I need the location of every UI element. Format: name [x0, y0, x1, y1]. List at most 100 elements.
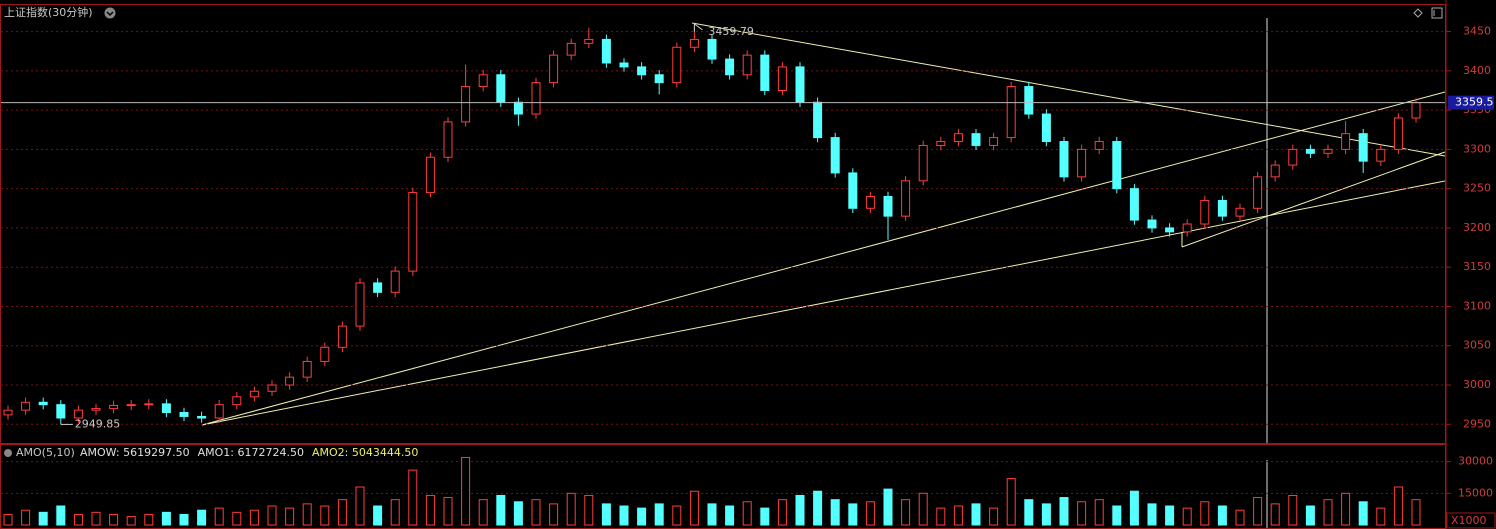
- candle-body: [214, 404, 224, 419]
- volume-bar: [56, 505, 66, 526]
- candle-body: [777, 66, 787, 91]
- volume-bar: [601, 503, 611, 526]
- candle-body: [813, 101, 823, 139]
- volume-bar: [848, 503, 858, 526]
- volume-bar: [355, 486, 365, 526]
- candle-body: [1165, 227, 1175, 233]
- volume-bar: [249, 509, 259, 526]
- volume-bar: [1129, 490, 1139, 526]
- price-label: 3359.5: [1455, 96, 1494, 109]
- candle-body: [1288, 148, 1298, 166]
- volume-bar: [179, 513, 189, 526]
- candle-body: [1077, 148, 1087, 178]
- high-marker: [693, 23, 703, 32]
- candle-body: [707, 38, 717, 60]
- candle-body: [126, 404, 136, 407]
- low-annotation: 2949.85: [75, 417, 121, 430]
- y-tick-label: 3450: [1463, 25, 1491, 38]
- y-tick-label: 3050: [1463, 339, 1491, 352]
- volume-bar: [1253, 497, 1263, 526]
- volume-bar: [830, 499, 840, 526]
- dropdown-arrow: [106, 11, 114, 17]
- y-tick-label: 3400: [1463, 64, 1491, 77]
- y-tick-label: 3100: [1463, 299, 1491, 312]
- volume-bar: [1217, 505, 1227, 526]
- volume-bar: [337, 499, 347, 526]
- candle-body: [830, 137, 840, 174]
- unit-label: X1000: [1451, 514, 1487, 527]
- candle-body: [21, 401, 31, 411]
- volume-bar: [989, 507, 999, 526]
- candle-body: [1024, 86, 1034, 115]
- candle-body: [989, 137, 999, 146]
- volume-bar: [1411, 499, 1421, 526]
- volume-bar: [971, 503, 981, 526]
- candle-body: [3, 409, 13, 416]
- candle-body: [1305, 148, 1315, 154]
- volume-bar: [197, 509, 207, 526]
- volume-bar: [813, 490, 823, 526]
- volume-bar: [566, 492, 576, 526]
- dropdown-icon[interactable]: [104, 7, 116, 19]
- volume-bar: [742, 501, 752, 526]
- y-tick-label: 3200: [1463, 221, 1491, 234]
- candle-body: [1200, 199, 1210, 225]
- candle-body: [689, 38, 699, 48]
- candle-body: [197, 415, 207, 419]
- candle-body: [531, 82, 541, 115]
- candle-body: [742, 54, 752, 76]
- volume-bar: [443, 497, 453, 526]
- candle-body: [1112, 141, 1122, 190]
- volume-bar: [1041, 503, 1051, 526]
- candle-body: [654, 74, 664, 84]
- candle-body: [971, 133, 981, 146]
- volume-bar: [285, 507, 295, 526]
- candle-body: [91, 408, 101, 411]
- candle-body: [865, 196, 875, 209]
- volume-bar: [161, 511, 171, 526]
- y-tick-label: 3300: [1463, 142, 1491, 155]
- candle-body: [56, 404, 66, 419]
- candle-body: [408, 192, 418, 272]
- legend-entry: AMO2: 5043444.50: [312, 446, 418, 459]
- candle-body: [883, 196, 893, 217]
- diamond-icon[interactable]: [1413, 8, 1423, 18]
- volume-bar: [1006, 478, 1016, 526]
- window-icon[interactable]: [1431, 7, 1443, 19]
- volume-bar: [654, 503, 664, 526]
- volume-bar: [478, 499, 488, 526]
- volume-bar: [21, 509, 31, 526]
- volume-bar: [3, 513, 13, 526]
- candle-body: [109, 404, 119, 410]
- candle-body: [1094, 141, 1104, 150]
- candle-body: [355, 282, 365, 327]
- candle-body: [337, 325, 347, 348]
- volume-bar: [513, 501, 523, 526]
- volume-bar: [1323, 499, 1333, 526]
- candle-body: [953, 133, 963, 143]
- candle-body: [936, 141, 946, 146]
- candle-body: [1147, 219, 1157, 229]
- volume-bar: [1270, 503, 1280, 526]
- legend-entry: AMOW: 5619297.50: [80, 446, 190, 459]
- candle-body: [496, 74, 506, 103]
- volume-bar: [531, 499, 541, 526]
- volume-bar: [73, 513, 83, 526]
- y-tick-label: 3250: [1463, 182, 1491, 195]
- candle-body: [478, 74, 488, 88]
- trend-line: [201, 180, 1446, 426]
- unit-box: [1446, 512, 1496, 529]
- volume-bar: [1288, 494, 1298, 526]
- trend-line: [691, 22, 1446, 157]
- candle-body: [461, 86, 471, 123]
- candle-body: [584, 38, 594, 44]
- volume-bar: [390, 499, 400, 526]
- legend-entry: AMO1: 6172724.50: [198, 446, 304, 459]
- candle-body: [320, 346, 330, 362]
- candle-body: [1341, 133, 1351, 150]
- volume-bar: [1147, 503, 1157, 526]
- volume-bar: [1112, 505, 1122, 526]
- volume-bar: [619, 505, 629, 526]
- y-tick-label: 2950: [1463, 417, 1491, 430]
